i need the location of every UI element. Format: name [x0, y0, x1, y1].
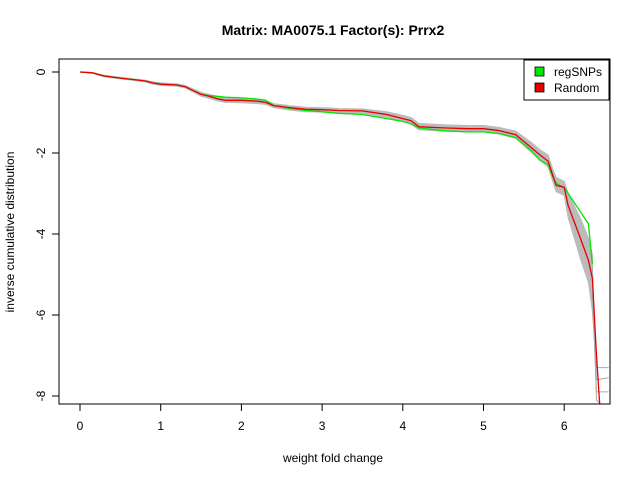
- x-tick-label: 1: [157, 419, 164, 433]
- x-tick-label: 2: [238, 419, 245, 433]
- x-axis: 0 1 2 3 4 5 6: [77, 403, 568, 433]
- series-lines: [79, 71, 601, 404]
- x-tick-label: 0: [77, 419, 84, 433]
- legend-label-regsnps: regSNPs: [554, 65, 602, 79]
- y-axis-label: inverse cumulative distribution: [3, 152, 17, 313]
- x-tick-label: 3: [319, 419, 326, 433]
- x-tick-label: 5: [480, 419, 487, 433]
- series-line-regsnps: [79, 71, 594, 265]
- x-tick-label: 6: [561, 419, 568, 433]
- y-tick-label: 0: [34, 68, 48, 75]
- y-tick-label: -8: [34, 390, 48, 401]
- y-tick-label: -4: [34, 228, 48, 239]
- y-tick-label: -6: [34, 309, 48, 320]
- x-tick-label: 4: [399, 419, 406, 433]
- chart-title: Matrix: MA0075.1 Factor(s): Prrx2: [222, 22, 445, 38]
- legend-swatch-regsnps: [534, 66, 545, 77]
- random-band: [79, 71, 609, 404]
- y-tick-label: -2: [34, 147, 48, 158]
- series-line-random: [79, 71, 601, 404]
- plot-area: [58, 58, 611, 405]
- y-axis: 0 -2 -4 -6 -8: [34, 68, 60, 401]
- random-band-area: [79, 71, 593, 312]
- legend-swatch-random: [534, 82, 545, 93]
- legend-box: [523, 59, 610, 101]
- x-axis-label: weight fold change: [282, 451, 383, 465]
- legend-label-random: Random: [554, 81, 599, 95]
- legend: regSNPs Random: [523, 59, 610, 101]
